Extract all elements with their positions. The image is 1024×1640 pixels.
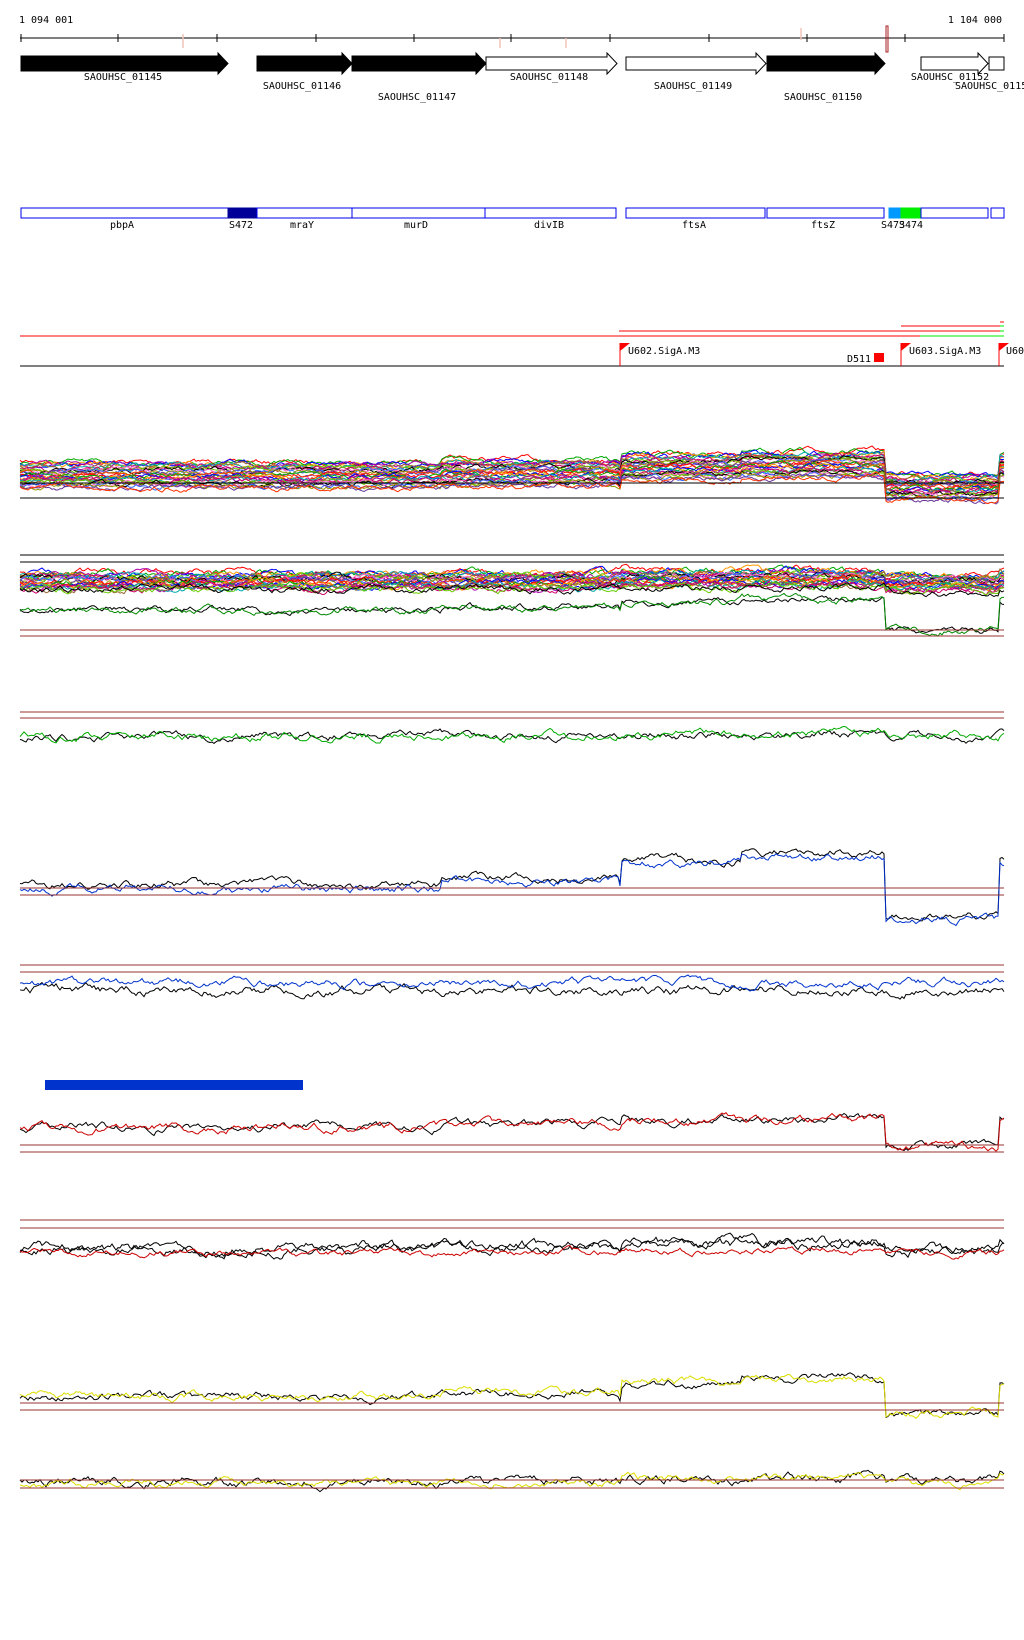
- sample-trace: [19, 570, 1005, 584]
- feature-box[interactable]: [256, 207, 353, 219]
- gene-arrow[interactable]: [766, 51, 886, 76]
- feature-box[interactable]: [20, 207, 229, 219]
- gene-label: SAOUHSC_01148: [510, 72, 588, 83]
- feature-label: ftsZ: [811, 220, 835, 231]
- promoter-label: U60: [1006, 346, 1024, 357]
- feature-box[interactable]: [766, 207, 885, 219]
- sample-trace: [19, 471, 1005, 505]
- terminator-mark[interactable]: D511: [847, 354, 871, 365]
- gene-arrow[interactable]: [20, 51, 229, 76]
- data-trace: [19, 974, 1005, 992]
- expression-tracks: [19, 445, 1005, 1493]
- gene-arrow[interactable]: [920, 51, 989, 76]
- sample-trace: [19, 452, 1005, 484]
- regulation-track: U602.SigA.M3 D511 U603.SigA.M3 U60: [20, 321, 1024, 367]
- feature-label: divIB: [534, 220, 564, 231]
- gene-arrow[interactable]: [485, 51, 618, 76]
- ruler-start-label: 1 094 001: [19, 15, 73, 26]
- promoter-flag[interactable]: U60: [998, 343, 1024, 366]
- current-position-marker[interactable]: [885, 25, 889, 53]
- feature-label: murD: [404, 220, 428, 231]
- feature-box[interactable]: [900, 207, 922, 219]
- promoter-label: U602.SigA.M3: [628, 346, 700, 357]
- ruler: 1 094 001 1 104 000: [19, 15, 1005, 53]
- feature-box[interactable]: [227, 207, 258, 219]
- feature-label: S473: [881, 220, 905, 231]
- feature-box[interactable]: [351, 207, 486, 219]
- data-trace: [19, 853, 1005, 927]
- sample-trace: [19, 462, 1005, 496]
- feature-label: S472: [229, 220, 253, 231]
- ruler-end-label: 1 104 000: [948, 15, 1002, 26]
- data-trace: [19, 1232, 1005, 1260]
- gene-label: SAOUHSC_01149: [654, 81, 732, 92]
- feature-track: pbpA S472 mraY murD divIB ftsA ftsZ S473…: [20, 207, 1005, 231]
- data-trace: [19, 981, 1005, 1000]
- data-trace: [19, 1372, 1005, 1419]
- sample-trace: [19, 582, 1005, 598]
- data-trace: [19, 1112, 1005, 1152]
- sample-trace: [19, 574, 1005, 589]
- sample-trace: [19, 579, 1005, 595]
- gene-label: SAOUHSC_0115: [955, 81, 1024, 92]
- sample-trace: [19, 471, 1005, 502]
- data-trace: [19, 1232, 1005, 1259]
- promoter-flag[interactable]: U602.SigA.M3: [619, 343, 700, 366]
- feature-box[interactable]: [625, 207, 766, 219]
- gene-label: SAOUHSC_01152: [911, 72, 989, 83]
- data-trace: [19, 592, 1004, 637]
- gene-label: SAOUHSC_01147: [378, 92, 456, 103]
- feature-box[interactable]: [888, 207, 902, 219]
- terminator-label: D511: [847, 354, 871, 365]
- gene-arrow[interactable]: [351, 51, 487, 76]
- data-trace: [19, 728, 1005, 745]
- gene-label: SAOUHSC_01146: [263, 81, 341, 92]
- gene-arrow[interactable]: [625, 51, 767, 76]
- sample-trace: [19, 581, 1005, 596]
- data-trace: [19, 595, 1005, 634]
- selection-bar[interactable]: [45, 1080, 303, 1090]
- feature-box[interactable]: [920, 207, 989, 219]
- feature-label: pbpA: [110, 220, 134, 231]
- data-trace: [19, 1245, 1005, 1260]
- feature-label: mraY: [290, 220, 314, 231]
- sample-trace: [19, 457, 1005, 488]
- feature-label: ftsA: [682, 220, 706, 231]
- data-trace: [19, 1373, 1005, 1420]
- promoter-label: U603.SigA.M3: [909, 346, 981, 357]
- feature-box[interactable]: [484, 207, 617, 219]
- gene-label: SAOUHSC_01150: [784, 92, 862, 103]
- gene-label: SAOUHSC_01145: [84, 72, 162, 83]
- sample-trace: [19, 473, 1005, 505]
- gene-arrow[interactable]: [256, 51, 353, 76]
- terminator-icon: [874, 353, 884, 362]
- feature-box[interactable]: [990, 207, 1005, 219]
- gene-track: SAOUHSC_01145 SAOUHSC_01146 SAOUHSC_0114…: [20, 51, 1024, 103]
- data-trace: [19, 848, 1005, 922]
- feature-label: S474: [899, 220, 923, 231]
- data-trace: [19, 725, 1005, 744]
- gene-arrow[interactable]: [988, 56, 1005, 71]
- data-trace: [19, 1469, 1005, 1493]
- promoter-flag[interactable]: U603.SigA.M3: [900, 343, 981, 366]
